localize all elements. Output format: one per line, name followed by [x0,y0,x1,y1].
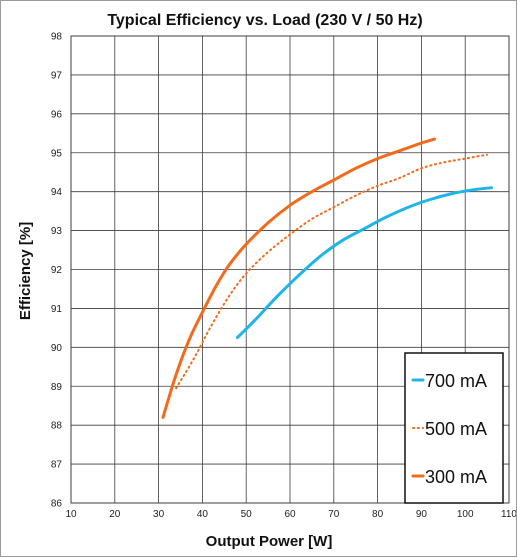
y-tick-label: 95 [51,148,63,159]
series-line-700-ma [235,186,493,340]
x-tick-label: 110 [501,509,516,520]
x-tick-label: 70 [328,509,340,520]
y-tick-label: 91 [51,304,63,315]
x-tick-label: 20 [109,509,121,520]
legend-label: 300 mA [425,467,487,487]
x-tick-label: 90 [416,509,428,520]
y-tick-label: 94 [51,187,63,198]
x-tick-label: 30 [153,509,165,520]
x-tick-label: 10 [65,509,77,520]
legend-label: 700 mA [425,371,487,391]
chart-title: Typical Efficiency vs. Load (230 V / 50 … [107,12,422,29]
y-tick-label: 96 [51,109,63,120]
y-tick-label: 92 [51,265,63,276]
series-lines [161,137,493,419]
x-tick-label: 40 [197,509,209,520]
series-line-500-ma [175,153,489,390]
tick-labels: 10 20 30 40 50 60 70 80 90 100 110 86 87 88 89 90 91 92 93… [51,32,516,521]
x-tick-label: 50 [241,509,253,520]
y-tick-label: 90 [51,343,63,354]
x-tick-label: 80 [372,509,384,520]
y-tick-label: 87 [51,460,63,471]
x-tick-label: 100 [457,509,474,520]
grid-lines [70,35,510,504]
y-tick-label: 98 [51,32,63,43]
y-tick-label: 97 [51,70,63,81]
x-axis-title: Output Power [W] [206,533,333,550]
legend-box [404,352,504,504]
y-tick-label: 88 [51,421,63,432]
y-axis-title: Efficiency [%] [17,222,34,320]
legend-label: 500 mA [425,419,487,439]
y-tick-label: 86 [51,499,63,510]
x-tick-label: 60 [284,509,296,520]
legend: 700 mA 500 mA 300 mA [404,352,504,504]
y-tick-label: 93 [51,226,63,237]
y-tick-label: 89 [51,382,63,393]
series-line-300-ma [161,137,436,419]
